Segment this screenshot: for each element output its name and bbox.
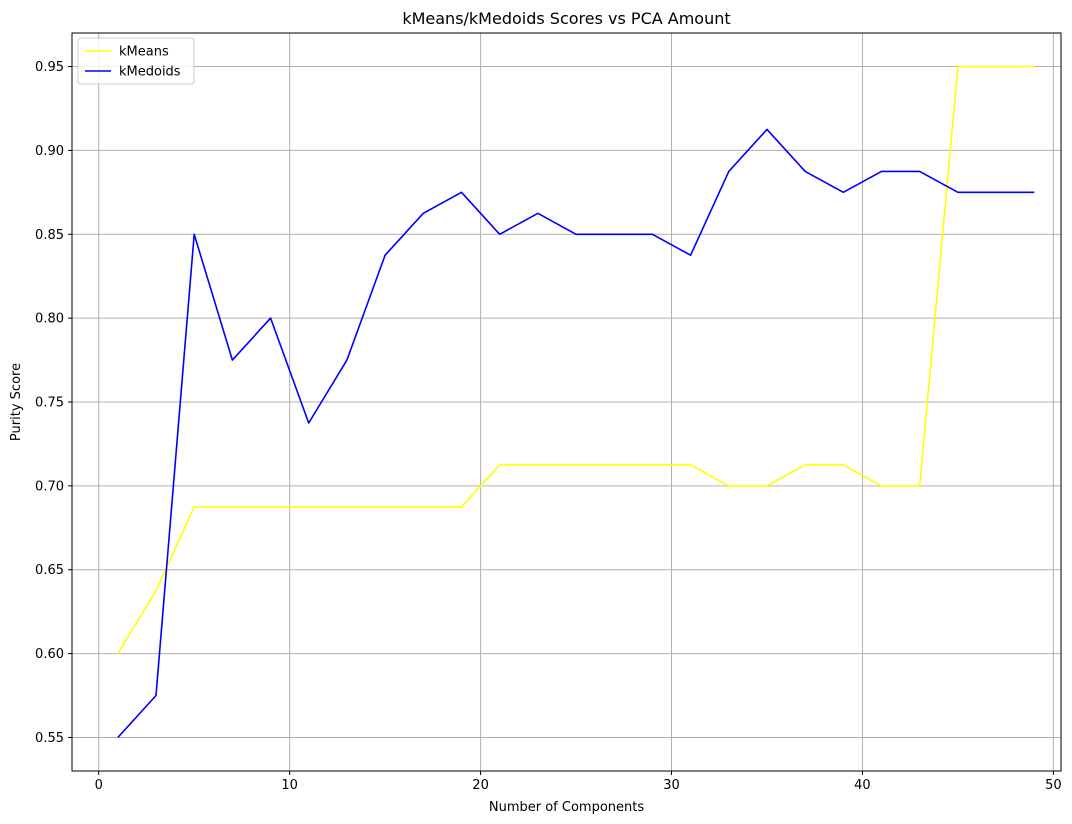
x-tick-label: 20: [472, 778, 489, 793]
x-axis-label: Number of Components: [489, 800, 644, 815]
y-tick-label: 0.90: [35, 144, 64, 159]
y-tick-label: 0.55: [35, 731, 64, 746]
y-tick-label: 0.95: [35, 60, 64, 75]
series-lines: [117, 65, 1035, 739]
x-tick-label: 10: [281, 778, 298, 793]
grid: [72, 33, 1061, 771]
y-tick-label: 0.65: [35, 563, 64, 578]
legend: kMeans kMedoids: [77, 37, 195, 85]
x-tick-label: 0: [95, 778, 103, 793]
x-tick-label: 50: [1045, 778, 1062, 793]
x-tick-label: 30: [663, 778, 680, 793]
y-tick-label: 0.70: [35, 479, 64, 494]
series-line-kmedoids: [117, 128, 1035, 739]
series-line-kmeans: [117, 65, 1035, 655]
y-axis-label: Purity Score: [9, 363, 24, 441]
y-tick-label: 0.60: [35, 647, 64, 662]
legend-label-kmeans: kMeans: [119, 45, 169, 60]
legend-label-kmedoids: kMedoids: [119, 65, 181, 80]
axis-ticks: 0 10 20 30 40 50 0.55 0.60 0.65 0.70 0.75 0.80 0.85 0…: [35, 60, 1062, 793]
y-tick-label: 0.80: [35, 312, 64, 327]
y-tick-label: 0.85: [35, 228, 64, 243]
y-tick-label: 0.75: [35, 396, 64, 411]
x-tick-label: 40: [854, 778, 871, 793]
chart-title: kMeans/kMedoids Scores vs PCA Amount: [402, 9, 730, 28]
legend-box: [77, 37, 195, 85]
